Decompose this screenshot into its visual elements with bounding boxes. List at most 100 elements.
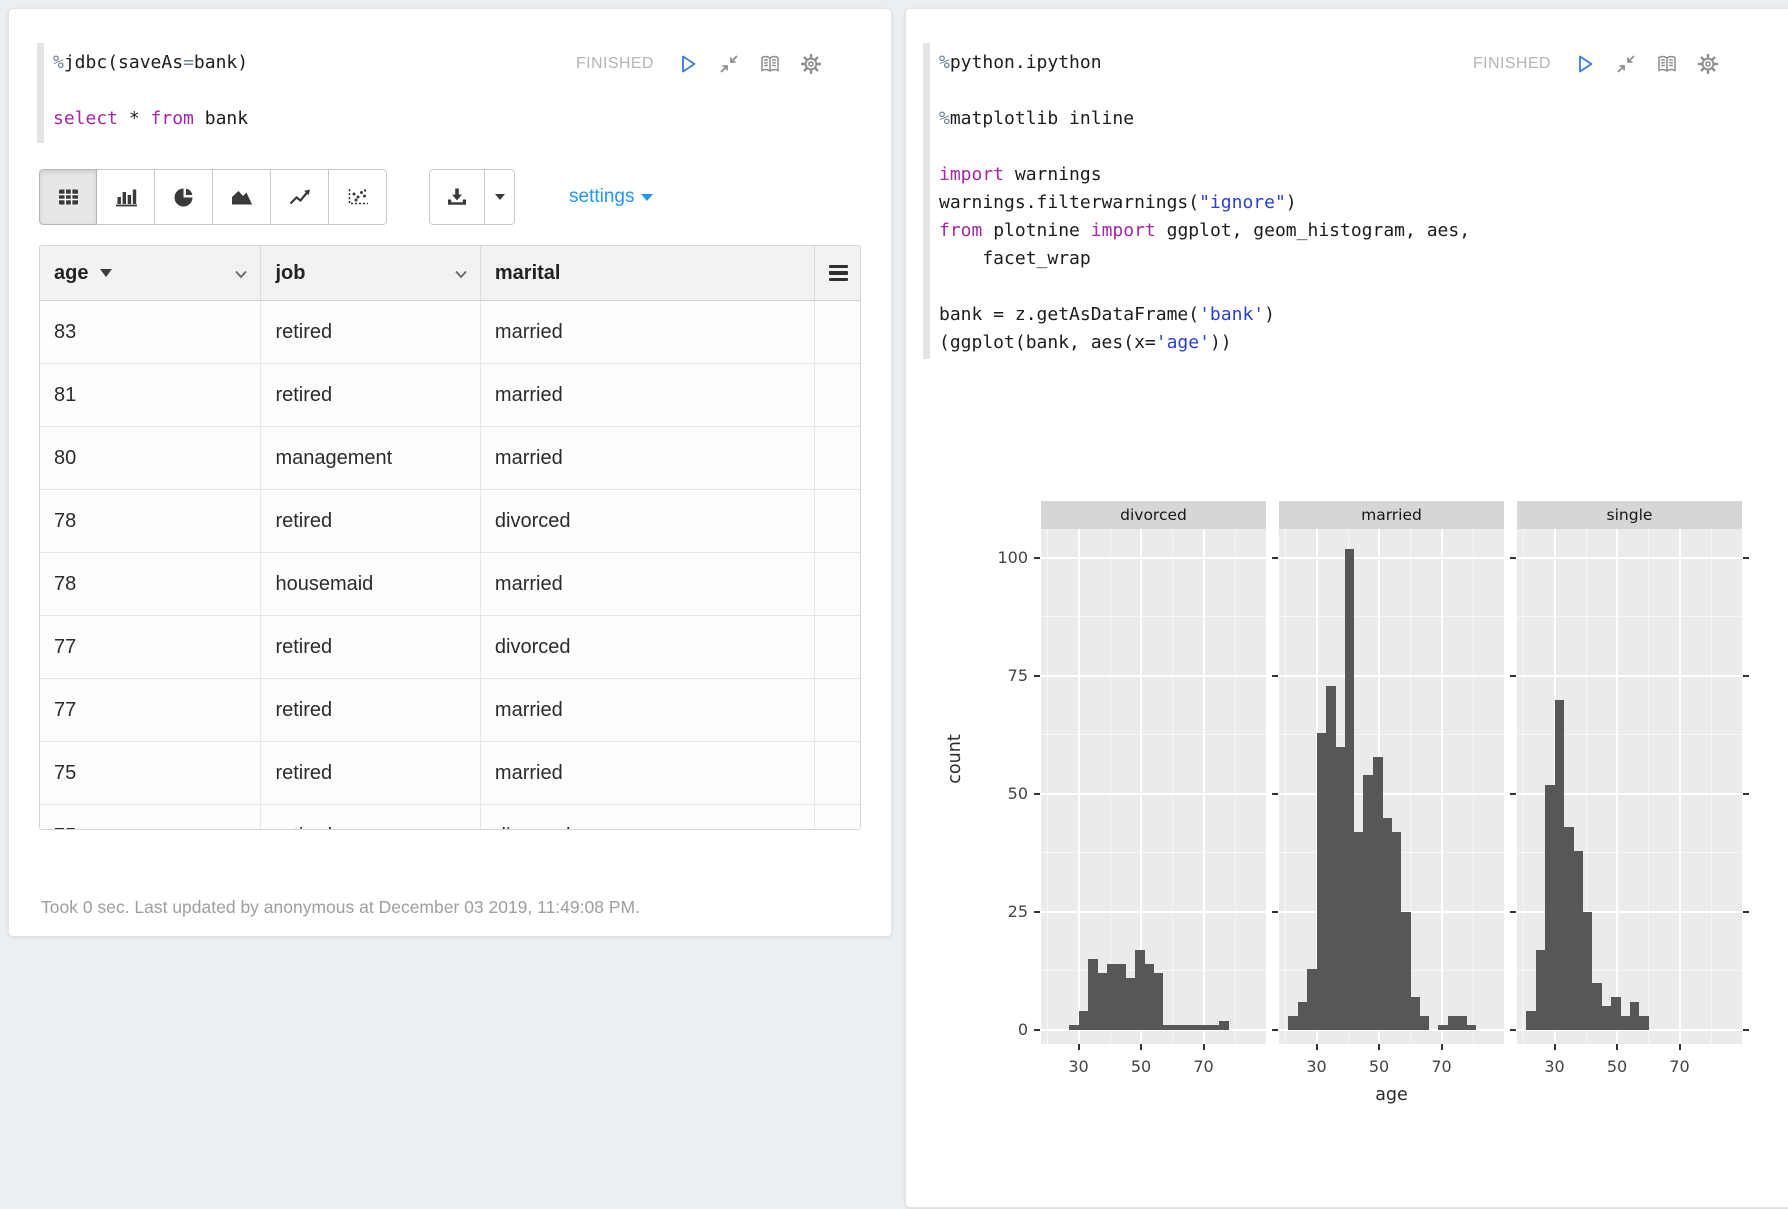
y-tick-mark xyxy=(1510,557,1516,560)
book-icon[interactable] xyxy=(1656,53,1678,75)
code-line xyxy=(53,77,248,105)
histogram-bar xyxy=(1447,1015,1458,1030)
settings-label: settings xyxy=(569,186,635,207)
table-row: 78 retired divorced xyxy=(40,490,860,553)
grid-menu-icon xyxy=(829,264,848,282)
column-header-age[interactable]: age xyxy=(40,246,262,301)
column-label: marital xyxy=(494,261,561,284)
histogram-bar xyxy=(1466,1025,1477,1030)
facet-strip-married: married xyxy=(1279,501,1504,529)
chart-type-line-button[interactable] xyxy=(271,169,329,225)
chart-type-scatter-button[interactable] xyxy=(329,169,387,225)
table-row: 81 retired married xyxy=(40,364,860,427)
histogram-bar xyxy=(1363,775,1374,1030)
download-group xyxy=(429,169,515,225)
bar-chart-icon xyxy=(115,189,137,207)
x-tick-label: 30 xyxy=(1544,1057,1565,1076)
code-line: select * from bank xyxy=(53,108,249,129)
gridline xyxy=(1410,529,1412,1044)
table-cell: retired xyxy=(261,805,481,829)
book-icon[interactable] xyxy=(759,53,781,75)
column-header-job[interactable]: job xyxy=(261,246,481,301)
histogram-bar xyxy=(1069,1025,1079,1030)
chart-type-bar-button[interactable] xyxy=(97,169,155,225)
code-line: warnings.filterwarnings("ignore") xyxy=(939,192,1297,213)
table-body: 83 retired married 81 retired married 80 manage… xyxy=(40,301,860,805)
histogram-bar xyxy=(1097,973,1108,1030)
chart-type-table-button[interactable] xyxy=(39,169,97,225)
histogram-bar xyxy=(1200,1025,1211,1030)
histogram-bar xyxy=(1181,1025,1192,1030)
shrink-icon[interactable] xyxy=(1615,53,1637,75)
table-cell: married xyxy=(480,679,816,742)
table-clipped-row-viewport: 75retireddivorced xyxy=(40,805,860,829)
play-icon[interactable] xyxy=(677,53,699,75)
table-row: 83 retired married xyxy=(40,301,860,364)
gridline xyxy=(1678,529,1681,1044)
table-row: 80 management married xyxy=(40,427,860,490)
histogram-bar xyxy=(1209,1025,1220,1030)
x-tick-mark xyxy=(1678,1044,1681,1050)
line-chart-icon xyxy=(289,189,310,205)
scatter-chart-icon xyxy=(348,189,368,205)
download-icon xyxy=(448,188,466,205)
facet-panel-divorced xyxy=(1041,529,1266,1044)
gridline xyxy=(1279,1029,1504,1031)
chevron-down-icon[interactable] xyxy=(454,262,468,285)
histogram-bar xyxy=(1573,850,1584,1030)
gridline xyxy=(1472,529,1474,1044)
status-badge: FINISHED xyxy=(576,55,654,72)
histogram-bar xyxy=(1191,1025,1201,1030)
histogram-bar xyxy=(1354,831,1364,1030)
histogram-bar xyxy=(1335,747,1346,1030)
chart-type-pie-button[interactable] xyxy=(155,169,213,225)
grid-menu-button[interactable] xyxy=(815,246,860,301)
y-axis-title: count xyxy=(945,734,965,784)
download-caret-button[interactable] xyxy=(485,169,515,225)
y-tick-mark xyxy=(1510,1029,1516,1031)
gridline xyxy=(1279,734,1504,736)
table-cell: 83 xyxy=(40,301,262,364)
caret-down-icon xyxy=(494,194,505,200)
chart-type-area-button[interactable] xyxy=(213,169,271,225)
gridline xyxy=(1517,970,1742,972)
gridline xyxy=(1279,675,1504,678)
gridline xyxy=(1202,529,1205,1044)
y-tick-label: 0 xyxy=(1017,1020,1028,1039)
histogram-bar xyxy=(1087,959,1098,1030)
x-tick-mark xyxy=(1553,1044,1556,1050)
download-button[interactable] xyxy=(429,169,485,225)
gear-icon[interactable] xyxy=(1697,53,1719,75)
settings-toggle[interactable]: settings xyxy=(569,186,654,208)
y-tick-mark xyxy=(1034,1029,1040,1031)
histogram-bar xyxy=(1325,685,1336,1030)
code-gutter xyxy=(923,43,930,359)
code-editor-sql[interactable]: %jdbc(saveAs=bank) select * from bank xyxy=(53,49,248,133)
gridline xyxy=(1279,616,1504,618)
gridline xyxy=(1585,529,1587,1044)
code-line: (ggplot(bank, aes(x='age')) xyxy=(939,332,1232,353)
shrink-icon[interactable] xyxy=(718,53,740,75)
histogram-bar xyxy=(1563,827,1574,1030)
column-header-marital[interactable]: marital xyxy=(480,246,815,301)
gear-icon[interactable] xyxy=(800,53,822,75)
chevron-down-icon[interactable] xyxy=(234,262,248,285)
y-tick-label: 75 xyxy=(1007,666,1028,686)
code-line: %matplotlib inline xyxy=(939,108,1135,129)
y-tick-mark xyxy=(1034,675,1040,678)
code-editor-python[interactable]: %python.ipython %matplotlib inline impor… xyxy=(939,49,1470,357)
y-tick-mark xyxy=(1510,911,1516,914)
table-header-row: age job marital xyxy=(40,246,860,301)
x-tick-mark xyxy=(1378,1044,1380,1050)
y-tick-mark xyxy=(1034,911,1040,914)
x-tick-mark xyxy=(1616,1044,1618,1050)
play-icon[interactable] xyxy=(1574,53,1596,75)
y-tick-mark xyxy=(1743,793,1749,796)
table-cell: management xyxy=(261,427,481,490)
table-cell: 77 xyxy=(40,616,262,679)
table-cell-spacer xyxy=(815,679,860,742)
table-cell: married xyxy=(480,301,816,364)
table-cell: retired xyxy=(261,301,481,364)
code-line: from plotnine import ggplot, geom_histog… xyxy=(939,220,1471,241)
gridline xyxy=(1440,529,1443,1044)
